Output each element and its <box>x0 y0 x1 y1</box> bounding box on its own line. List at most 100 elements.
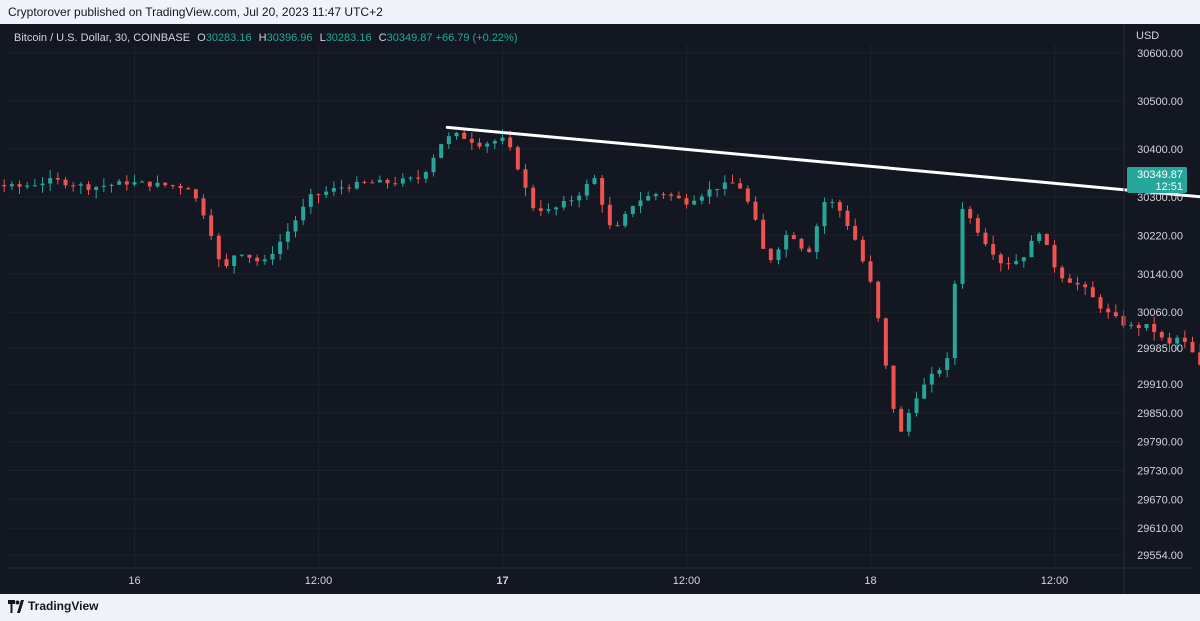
y-tick-label: 30600.00 <box>1137 48 1183 60</box>
candle-body <box>124 181 129 185</box>
candle-body <box>661 194 666 196</box>
candle-body <box>914 398 919 413</box>
y-tick-label: 30220.00 <box>1137 230 1183 242</box>
low-value: 30283.16 <box>325 32 372 44</box>
candle-body <box>1067 278 1072 283</box>
candle-layer <box>2 129 1200 437</box>
candle-body <box>385 179 390 184</box>
candle-body <box>186 188 191 190</box>
candle-body <box>546 209 551 211</box>
candle-body <box>477 142 482 147</box>
candle-body <box>101 185 106 187</box>
candle-body <box>753 201 758 220</box>
candle-body <box>1029 240 1034 258</box>
y-tick-label: 29910.00 <box>1137 379 1183 391</box>
candle-body <box>776 249 781 261</box>
candle-body <box>362 181 367 183</box>
y-tick-label: 29985.00 <box>1137 343 1183 355</box>
candle-body <box>991 244 996 255</box>
candle-body <box>109 184 114 186</box>
trend-layer <box>445 125 1200 199</box>
candle-body <box>423 172 428 179</box>
candle-body <box>224 259 229 267</box>
candle-body <box>155 182 160 187</box>
low-label: L <box>319 32 326 44</box>
candle-body <box>1052 244 1057 268</box>
candle-body <box>132 182 137 185</box>
candle-body <box>86 184 91 190</box>
candle-body <box>669 194 674 196</box>
candle-body <box>531 187 536 209</box>
candle-body <box>607 204 612 226</box>
candle-body <box>32 185 37 187</box>
candle-body <box>492 141 497 144</box>
x-tick-label: 12:00 <box>673 575 701 587</box>
candle-body <box>1044 233 1049 245</box>
candle-body <box>40 183 45 186</box>
candle-body <box>692 200 697 205</box>
candle-body <box>439 144 444 158</box>
change-value: +66.79 (+0.22%) <box>435 32 518 44</box>
candle-body <box>178 185 183 189</box>
candle-body <box>791 235 796 239</box>
symbol-legend: Bitcoin / U.S. Dollar, 30, COINBASE O302… <box>14 32 518 44</box>
candle-body <box>891 365 896 409</box>
candle-body <box>270 253 275 260</box>
high-label: H <box>258 32 267 44</box>
candle-body <box>1014 261 1019 265</box>
x-tick-label: 16 <box>128 575 140 587</box>
currency-label[interactable]: USD <box>1136 30 1160 42</box>
candle-body <box>975 218 980 233</box>
candle-body <box>1198 352 1200 365</box>
candle-body <box>845 210 850 226</box>
axis-layer: 30600.00 30500.00 30400.00 30300.00 30220.00… <box>8 24 1192 594</box>
candle-body <box>500 137 505 142</box>
candle-body <box>377 179 382 183</box>
candle-body <box>730 182 735 184</box>
candle-body <box>25 185 30 187</box>
candle-body <box>94 186 99 190</box>
candle-body <box>1037 233 1042 241</box>
candle-body <box>860 239 865 262</box>
candle-body <box>393 183 398 185</box>
candle-body <box>117 181 122 185</box>
candle-body <box>653 194 658 197</box>
candle-body <box>799 238 804 249</box>
candle-body <box>538 208 543 211</box>
candle-body <box>331 188 336 192</box>
candle-body <box>722 182 727 189</box>
y-tick-label: 29850.00 <box>1137 408 1183 420</box>
candle-body <box>837 201 842 211</box>
open-label: O <box>197 32 206 44</box>
candle-body <box>638 200 643 207</box>
high-value: 30396.96 <box>266 32 313 44</box>
candle-body <box>55 178 60 180</box>
y-tick-label: 30300.00 <box>1137 192 1183 204</box>
candle-body <box>2 185 7 187</box>
candle-body <box>998 254 1003 264</box>
candle-body <box>1182 337 1187 342</box>
candle-body <box>316 194 321 196</box>
candle-body <box>699 196 704 201</box>
candle-body <box>584 184 589 196</box>
candle-body <box>1021 257 1026 262</box>
x-tick-label: 17 <box>496 575 508 587</box>
candle-body <box>1075 282 1080 285</box>
candle-body <box>232 255 237 267</box>
candle-body <box>469 138 474 143</box>
candle-body <box>485 143 490 147</box>
candle-body <box>431 157 436 173</box>
candle-body <box>960 208 965 284</box>
candle-body <box>983 232 988 245</box>
candle-body <box>876 281 881 319</box>
candle-body <box>761 219 766 249</box>
candle-body <box>937 370 942 374</box>
candle-body <box>408 177 413 179</box>
candle-body <box>630 206 635 215</box>
candle-body <box>48 178 53 184</box>
candle-body <box>952 283 957 359</box>
candle-body <box>684 198 689 205</box>
current-price-tag <box>1127 167 1187 194</box>
candle-body <box>446 136 451 145</box>
